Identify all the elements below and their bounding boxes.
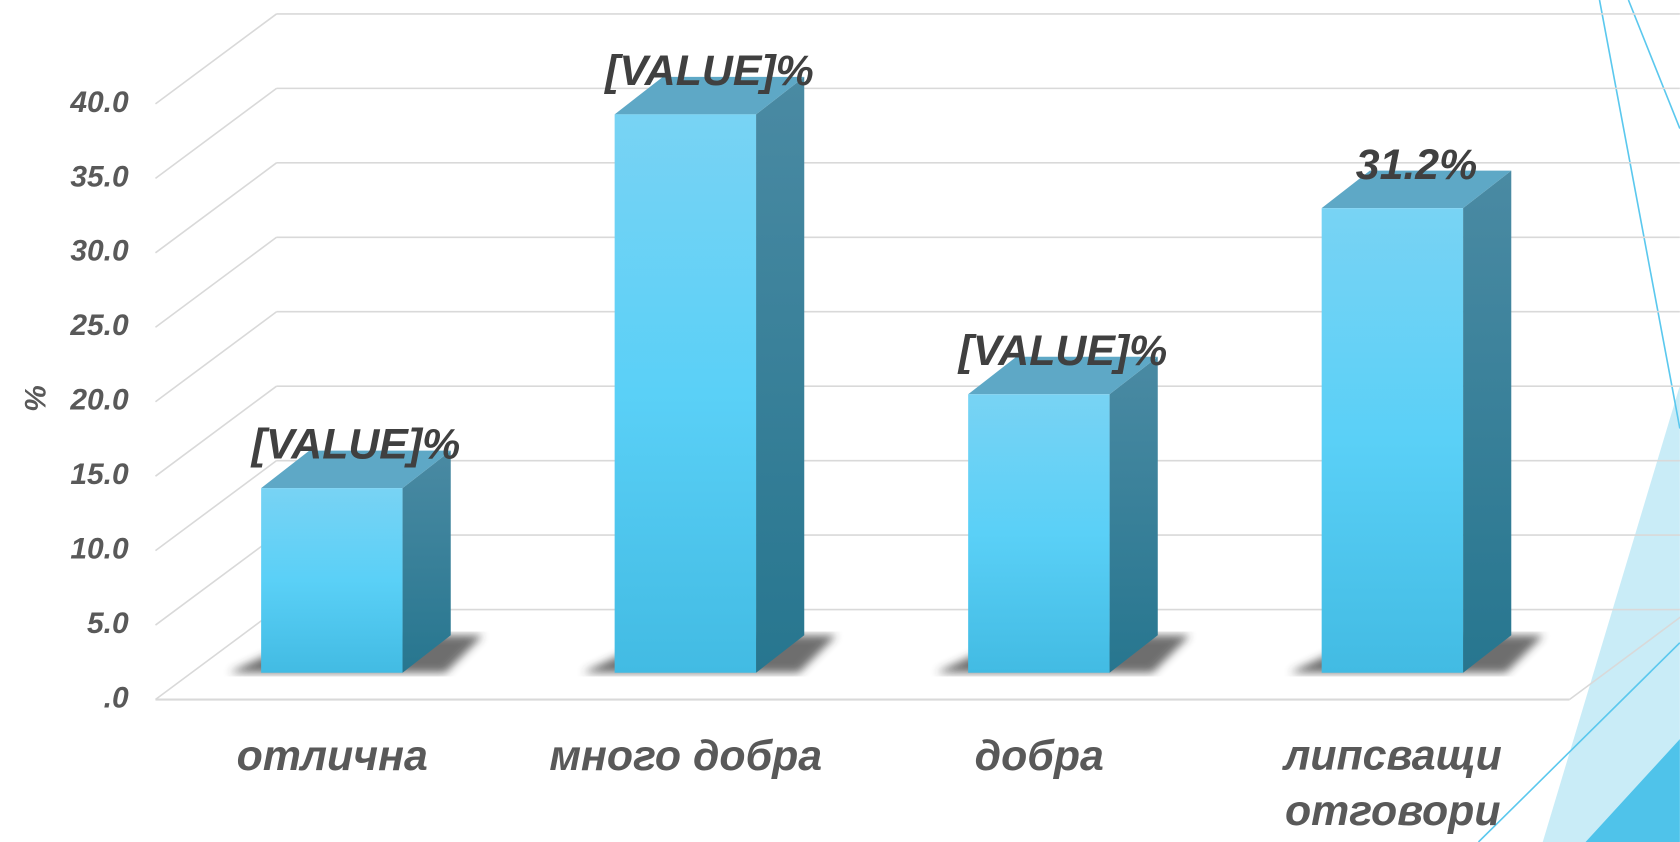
grid-line <box>154 87 278 180</box>
y-axis-label: % <box>20 385 53 412</box>
value-label: [VALUE]% <box>957 327 1168 375</box>
bar-side <box>402 450 451 673</box>
y-tick-label: 25.0 <box>69 309 129 342</box>
grid-line <box>154 459 278 552</box>
y-tick-label: 30.0 <box>70 235 129 268</box>
bar-side <box>1109 356 1158 673</box>
bar-top <box>968 356 1158 395</box>
grid-line <box>154 162 278 254</box>
grid-line <box>154 236 278 328</box>
bar <box>1321 208 1464 673</box>
x-tick-label: отлична <box>237 732 428 780</box>
bar <box>968 394 1110 673</box>
bar-top <box>1321 170 1512 209</box>
grid-line <box>154 13 278 105</box>
bar <box>261 488 403 673</box>
axis-line <box>1569 616 1680 701</box>
x-tick-label: добра <box>975 732 1104 780</box>
value-label: [VALUE]% <box>250 421 461 469</box>
y-tick-label: 5.0 <box>87 607 129 640</box>
y-tick-label: 15.0 <box>70 458 129 491</box>
bar <box>614 114 757 673</box>
grid-line <box>154 311 278 403</box>
y-tick-label: 10.0 <box>70 533 129 566</box>
x-tick-label: липсващи отговори <box>1282 732 1502 836</box>
bar-top <box>261 450 451 489</box>
decoration <box>1477 0 1680 842</box>
bar-side <box>756 76 805 673</box>
value-label: [VALUE]% <box>603 47 814 95</box>
x-tick-label: много добра <box>549 732 822 780</box>
y-tick-label: 35.0 <box>70 160 129 193</box>
value-label: 31.2% <box>1356 141 1477 189</box>
y-tick-label: .0 <box>104 681 129 714</box>
grid-line <box>154 534 278 626</box>
grid-line <box>154 385 278 477</box>
grid-line <box>154 608 278 701</box>
y-tick-label: 40.0 <box>69 86 129 119</box>
bar-side <box>1463 170 1512 673</box>
y-tick-label: 20.0 <box>69 384 129 417</box>
bar-top <box>614 76 805 115</box>
